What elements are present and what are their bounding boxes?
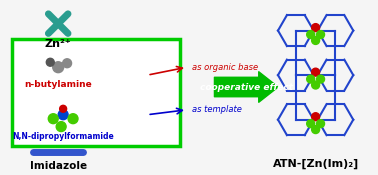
FancyArrowPatch shape [214, 72, 278, 102]
Circle shape [307, 75, 314, 83]
Circle shape [58, 110, 68, 120]
Circle shape [312, 37, 319, 44]
Text: Zn²⁺: Zn²⁺ [45, 40, 71, 50]
Circle shape [56, 122, 66, 132]
Circle shape [312, 81, 319, 89]
Circle shape [312, 68, 319, 76]
Circle shape [312, 126, 319, 134]
Circle shape [317, 120, 325, 128]
Circle shape [312, 24, 319, 31]
Text: Imidazole: Imidazole [29, 161, 87, 171]
Circle shape [68, 114, 78, 124]
Circle shape [48, 114, 58, 124]
Circle shape [312, 113, 319, 121]
Circle shape [307, 31, 314, 38]
Text: cooperative effect: cooperative effect [200, 82, 293, 92]
Circle shape [53, 62, 64, 73]
Text: ATN-[Zn(Im)₂]: ATN-[Zn(Im)₂] [273, 159, 359, 169]
Text: N,N-dipropylformamide: N,N-dipropylformamide [12, 132, 114, 141]
Text: n-butylamine: n-butylamine [24, 80, 92, 89]
Circle shape [317, 31, 325, 38]
Circle shape [60, 105, 67, 112]
Circle shape [307, 120, 314, 128]
Text: as template: as template [192, 105, 242, 114]
Text: as organic base: as organic base [192, 63, 258, 72]
Circle shape [46, 58, 54, 66]
Circle shape [63, 59, 71, 68]
Circle shape [317, 75, 325, 83]
FancyBboxPatch shape [12, 40, 180, 146]
